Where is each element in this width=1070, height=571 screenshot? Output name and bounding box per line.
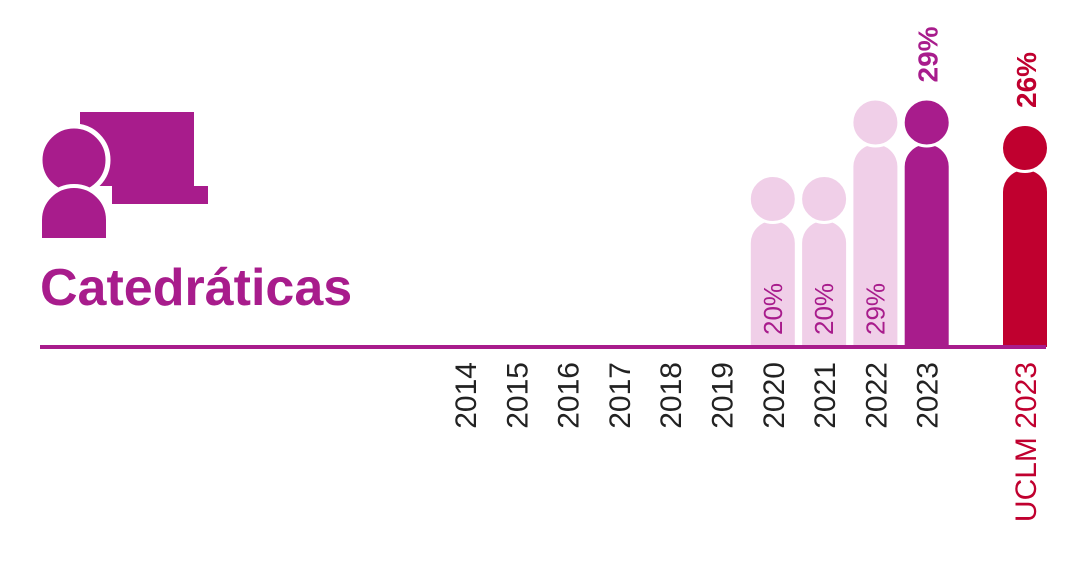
x-tick-label: 2023: [912, 362, 945, 429]
x-tick-label: UCLM 2023: [1010, 362, 1043, 522]
bar-head: [747, 174, 798, 224]
x-tick-label: 2021: [809, 362, 842, 429]
bar-head: [850, 97, 901, 148]
x-tick-label: 2015: [501, 362, 534, 429]
bar-body: [1003, 170, 1047, 347]
bar-head: [1000, 123, 1050, 173]
icon-head: [37, 123, 111, 197]
value-label: 29%: [913, 26, 944, 82]
icon: [37, 112, 208, 242]
icon-body: [38, 184, 110, 242]
value-label: 26%: [1011, 52, 1042, 108]
bar-body: [750, 221, 795, 347]
x-tick-label: 2020: [758, 362, 791, 429]
chart-title: Catedráticas: [40, 259, 352, 317]
x-tick-label: 2017: [604, 362, 637, 429]
x-tick-label: 2016: [553, 362, 586, 429]
bar-body: [853, 144, 898, 347]
x-tick-label: 2014: [450, 362, 483, 429]
bar-head: [799, 174, 850, 224]
x-tick-label: 2022: [860, 362, 893, 429]
value-label: 29%: [860, 283, 890, 335]
value-label: 20%: [758, 283, 788, 335]
x-tick-label: 2019: [707, 362, 740, 429]
icon-desk: [112, 186, 208, 204]
value-label: 20%: [809, 283, 839, 335]
x-tick-label: 2018: [655, 362, 688, 429]
bar-head: [901, 97, 952, 148]
bar-body: [904, 144, 949, 347]
bar-body: [802, 221, 847, 347]
